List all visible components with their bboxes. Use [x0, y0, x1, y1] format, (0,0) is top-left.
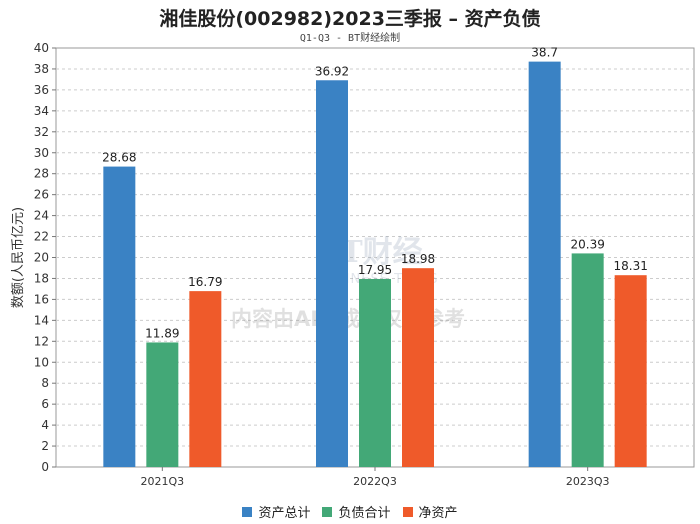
y-tick-label: 10 [34, 355, 49, 369]
x-tick-label: 2022Q3 [353, 475, 397, 488]
y-tick-label: 0 [41, 460, 49, 474]
bar [316, 80, 348, 467]
bar-value-label: 28.68 [102, 151, 136, 165]
chart-legend: 资产总计 负债合计 净资产 [0, 502, 700, 521]
bar-value-label: 20.39 [570, 237, 604, 251]
bar-value-label: 38.7 [531, 46, 558, 60]
legend-item: 资产总计 [242, 502, 310, 521]
chart-title: 湘佳股份(002982)2023三季报 – 资产负债 [159, 8, 541, 30]
bar [528, 61, 561, 468]
y-tick-label: 12 [34, 334, 49, 348]
bar-value-label: 16.79 [188, 275, 222, 289]
y-tick-label: 14 [34, 313, 49, 327]
y-tick-label: 16 [34, 292, 49, 306]
bar [402, 268, 434, 467]
legend-swatch [242, 506, 253, 517]
bar-value-label: 11.89 [145, 326, 179, 340]
y-tick-label: 8 [41, 376, 49, 390]
legend-label: 负债合计 [338, 506, 391, 521]
legend-item: 负债合计 [322, 502, 391, 521]
y-tick-label: 26 [34, 188, 49, 202]
y-tick-label: 22 [34, 230, 49, 244]
bar-value-label: 36.92 [315, 64, 349, 78]
y-tick-label: 36 [34, 83, 49, 97]
y-tick-label: 4 [41, 418, 49, 432]
x-tick-label: 2021Q3 [141, 475, 185, 488]
y-tick-label: 40 [34, 41, 49, 55]
bar [359, 278, 391, 467]
y-tick-label: 38 [34, 62, 49, 76]
y-tick-label: 28 [34, 167, 49, 181]
y-tick-label: 30 [34, 146, 49, 160]
legend-label: 净资产 [418, 506, 458, 521]
bar [571, 253, 604, 467]
y-tick-label: 18 [34, 271, 49, 285]
legend-item: 净资产 [402, 502, 458, 521]
bar [189, 291, 222, 467]
bar [103, 166, 136, 467]
bar-value-label: 17.95 [358, 263, 392, 277]
y-tick-label: 34 [34, 104, 49, 118]
y-tick-label: 24 [34, 209, 49, 223]
legend-label: 资产总计 [258, 506, 311, 521]
bar-value-label: 18.31 [613, 259, 647, 273]
chart-subtitle: Q1-Q3 - BT财经绘制 [299, 33, 401, 44]
bar-value-label: 18.98 [401, 252, 435, 266]
y-tick-label: 32 [34, 125, 49, 139]
y-tick-label: 2 [41, 439, 49, 453]
legend-swatch [402, 506, 413, 517]
y-axis-label: 数额(人民币亿元) [11, 207, 26, 308]
y-tick-label: 20 [34, 251, 49, 265]
legend-swatch [322, 506, 333, 517]
bar [146, 342, 179, 467]
x-tick-label: 2023Q3 [566, 475, 610, 488]
y-tick-label: 6 [41, 397, 49, 411]
bar [614, 275, 647, 467]
